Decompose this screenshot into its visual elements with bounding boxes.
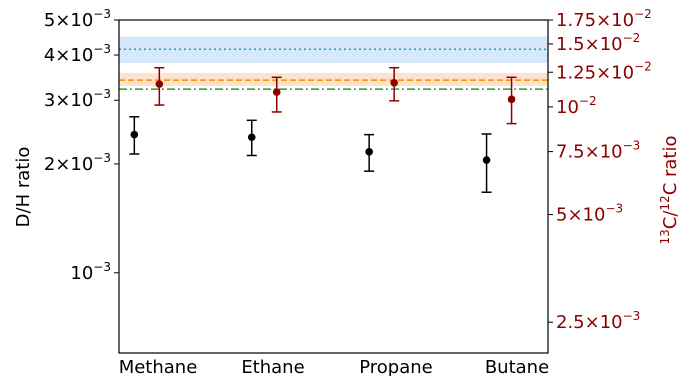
data-point [130, 130, 139, 139]
data-point [507, 95, 516, 104]
right-tick-label: 1.75×10−2 [556, 7, 652, 31]
right-tick-label: 7.5×10−3 [556, 139, 640, 163]
plot-frame [118, 19, 549, 354]
left-axis-ticks: 10−3 2×10−3 3×10−3 4×10−3 5×10−3 [44, 7, 119, 284]
left-axis-label: D/H ratio [13, 147, 34, 228]
right-tick-label: 5×10−3 [556, 202, 623, 226]
right-tick-label: 1.5×10−2 [556, 31, 640, 55]
left-tick-label: 3×10−3 [44, 87, 111, 111]
x-category-label: Ethane [241, 357, 304, 376]
right-axis-ticks: 2.5×10−3 5×10−3 7.5×10−3 10−2 1.25×10−2 1.5×1… [548, 7, 652, 333]
left-tick-label: 2×10−3 [44, 151, 111, 175]
reference-band-0 [119, 36, 548, 64]
right-axis-label: 13C/12C ratio [658, 136, 681, 245]
data-point [482, 156, 491, 164]
x-category-label: Propane [359, 357, 433, 376]
data-point [390, 78, 398, 87]
data-point [272, 88, 281, 96]
reference-bands [119, 36, 548, 87]
data-point [155, 80, 164, 88]
right-tick-label: 1.25×10−2 [556, 59, 652, 83]
data-points [129, 66, 517, 193]
data-point [365, 148, 373, 156]
x-category-label: Butane [485, 357, 549, 376]
right-tick-label: 2.5×10−3 [556, 309, 640, 333]
right-tick-label: 10−2 [556, 94, 597, 118]
left-tick-label: 5×10−3 [44, 7, 111, 31]
left-tick-label: 4×10−3 [44, 42, 111, 66]
data-point [247, 133, 256, 142]
x-category-label: Methane [119, 357, 198, 376]
left-tick-label: 10−3 [70, 260, 111, 284]
reference-band-1 [119, 72, 548, 87]
x-axis-ticks: Methane Ethane Propane Butane [119, 357, 549, 376]
reference-lines [119, 48, 548, 90]
